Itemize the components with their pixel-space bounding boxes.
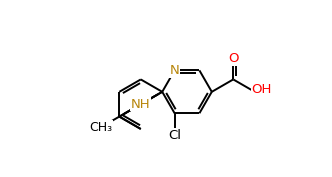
Text: O: O bbox=[228, 52, 238, 65]
Text: NH: NH bbox=[131, 98, 151, 111]
Text: OH: OH bbox=[252, 84, 272, 96]
Text: CH₃: CH₃ bbox=[90, 121, 113, 134]
Text: N: N bbox=[170, 64, 180, 77]
Text: Cl: Cl bbox=[168, 129, 181, 142]
